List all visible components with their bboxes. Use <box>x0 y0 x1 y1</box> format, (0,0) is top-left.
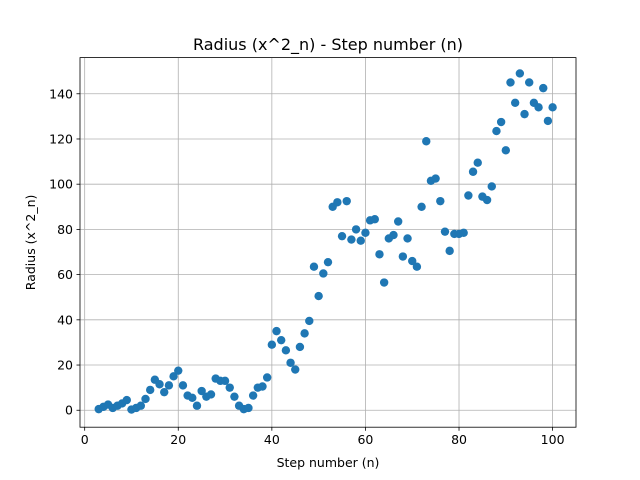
data-point <box>300 329 309 338</box>
data-point <box>422 137 431 146</box>
data-point <box>520 109 529 119</box>
data-point <box>230 392 239 401</box>
y-tick-label: 60 <box>57 267 73 282</box>
data-point <box>188 393 197 403</box>
data-point <box>309 262 319 271</box>
data-point <box>417 202 426 211</box>
data-point <box>281 346 291 355</box>
y-axis-ticks: 0 20 40 60 80 100 120 140 <box>49 86 80 418</box>
data-point <box>323 257 333 267</box>
data-point <box>398 252 408 261</box>
data-point <box>286 358 295 367</box>
data-point <box>192 401 202 410</box>
data-point <box>492 126 501 136</box>
data-point <box>361 228 370 237</box>
x-axis-ticks: 0 20 40 60 80 100 <box>81 427 565 447</box>
data-point <box>534 103 543 112</box>
data-point <box>333 198 342 207</box>
data-point <box>459 228 468 237</box>
data-point <box>295 342 305 352</box>
data-point <box>543 116 553 126</box>
data-point <box>468 167 478 176</box>
data-point <box>370 215 379 224</box>
x-tick-label: 100 <box>541 432 565 447</box>
data-point <box>145 385 155 395</box>
data-point <box>267 340 277 349</box>
data-point <box>501 146 511 155</box>
data-point <box>403 234 412 243</box>
plot-frame <box>79 57 577 428</box>
data-point <box>525 78 534 87</box>
data-point <box>356 236 365 245</box>
data-point <box>305 316 314 326</box>
chart-title: Radius (x^2_n) - Step number (n) <box>193 35 463 55</box>
data-point <box>473 158 482 167</box>
data-point <box>436 196 445 206</box>
x-tick-label: 60 <box>357 432 373 447</box>
data-point <box>506 78 515 87</box>
data-point <box>164 381 174 390</box>
y-tick-label: 140 <box>49 86 73 101</box>
data-point <box>487 182 496 191</box>
plot-area <box>80 57 576 428</box>
data-point <box>496 117 506 127</box>
data-point <box>408 256 417 266</box>
data-point <box>291 365 300 374</box>
data-point <box>431 174 440 183</box>
data-point <box>482 195 492 205</box>
data-point <box>548 103 557 112</box>
data-point <box>379 278 389 287</box>
data-point <box>510 98 520 108</box>
x-axis-label: Step number (n) <box>277 455 380 470</box>
data-points <box>94 69 557 414</box>
data-point <box>160 387 169 397</box>
data-point <box>464 191 473 200</box>
data-point <box>262 373 272 382</box>
data-point <box>342 196 351 206</box>
data-point <box>155 380 164 389</box>
data-point <box>258 382 267 391</box>
data-point <box>389 230 398 240</box>
data-point <box>272 326 281 336</box>
y-tick-label: 20 <box>57 358 73 373</box>
y-tick-label: 80 <box>57 222 73 237</box>
data-point <box>206 390 216 399</box>
y-axis-label: Radius (x^2_n) <box>23 195 38 291</box>
data-point <box>220 376 230 386</box>
data-point <box>351 225 361 234</box>
x-tick-label: 0 <box>81 432 89 447</box>
x-tick-label: 80 <box>451 432 467 447</box>
data-point <box>178 381 188 390</box>
data-point <box>169 372 178 381</box>
data-point <box>136 401 146 410</box>
data-point <box>515 69 525 78</box>
x-tick-label: 40 <box>264 432 280 447</box>
data-point <box>141 394 150 404</box>
data-point <box>393 217 403 226</box>
data-point <box>539 83 548 93</box>
data-point <box>197 386 206 396</box>
data-point <box>319 269 328 278</box>
data-point <box>337 231 347 241</box>
y-tick-label: 0 <box>65 403 73 418</box>
data-point <box>225 383 234 392</box>
data-point <box>314 291 323 301</box>
data-point <box>248 391 258 400</box>
data-point <box>174 366 183 375</box>
data-point <box>412 262 422 271</box>
data-point <box>122 395 131 405</box>
grid-lines <box>80 57 576 428</box>
data-point <box>347 235 356 244</box>
data-point <box>375 250 384 259</box>
data-point <box>277 335 286 345</box>
data-point <box>445 246 454 256</box>
data-point <box>440 227 450 236</box>
data-point <box>244 403 253 413</box>
y-tick-label: 100 <box>49 177 73 192</box>
y-tick-label: 40 <box>57 312 73 327</box>
x-tick-label: 20 <box>170 432 186 447</box>
y-tick-label: 120 <box>49 131 73 146</box>
